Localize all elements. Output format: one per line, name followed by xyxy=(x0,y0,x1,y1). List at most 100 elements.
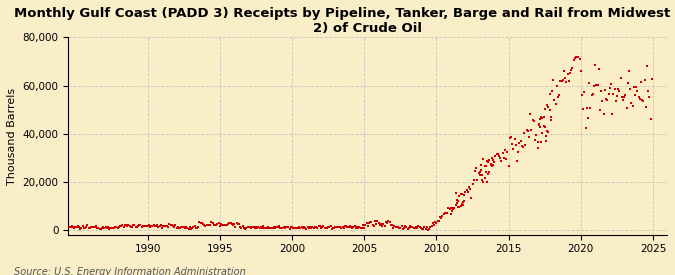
Point xyxy=(450,191,461,196)
Point xyxy=(63,225,74,230)
Point xyxy=(189,224,200,229)
Point xyxy=(269,225,279,229)
Point xyxy=(74,224,84,229)
Point xyxy=(437,214,448,218)
Point xyxy=(135,223,146,227)
Point xyxy=(608,92,619,97)
Point xyxy=(501,157,512,161)
Point xyxy=(377,224,387,228)
Point xyxy=(412,226,423,230)
Point xyxy=(389,224,400,229)
Point xyxy=(525,112,536,117)
Point xyxy=(153,225,164,229)
Point xyxy=(510,143,521,147)
Point xyxy=(242,225,253,229)
Point xyxy=(224,221,235,225)
Point xyxy=(446,206,456,210)
Point xyxy=(112,226,123,230)
Point xyxy=(522,128,533,133)
Point xyxy=(90,224,101,229)
Point xyxy=(207,221,218,225)
Point xyxy=(330,224,341,229)
Point xyxy=(559,69,570,73)
Point xyxy=(271,225,281,229)
Point xyxy=(462,190,473,194)
Point xyxy=(400,224,410,229)
Point xyxy=(604,86,615,90)
Point xyxy=(115,224,126,228)
Point xyxy=(294,225,304,230)
Point xyxy=(338,226,349,230)
Point xyxy=(248,224,259,229)
Point xyxy=(637,98,647,102)
Point xyxy=(340,224,350,228)
Point xyxy=(467,182,478,186)
Point xyxy=(609,87,620,92)
Point xyxy=(276,226,287,230)
Point xyxy=(250,224,261,229)
Point xyxy=(578,106,589,111)
Point xyxy=(398,226,408,231)
Point xyxy=(448,207,459,211)
Point xyxy=(493,154,504,158)
Point xyxy=(448,207,459,212)
Point xyxy=(442,210,453,215)
Point xyxy=(346,225,356,230)
Point xyxy=(287,225,298,230)
Point xyxy=(404,226,414,230)
Y-axis label: Thousand Barrels: Thousand Barrels xyxy=(7,87,17,185)
Point xyxy=(485,161,496,166)
Point xyxy=(270,226,281,230)
Point xyxy=(542,129,553,134)
Point xyxy=(452,200,462,205)
Point xyxy=(130,224,141,229)
Point xyxy=(447,205,458,210)
Point xyxy=(398,226,409,230)
Point xyxy=(536,140,547,145)
Point xyxy=(453,205,464,209)
Point xyxy=(301,227,312,232)
Point xyxy=(426,224,437,229)
Point xyxy=(393,224,404,229)
Point xyxy=(332,225,343,230)
Point xyxy=(273,224,284,228)
Point xyxy=(93,226,104,230)
Point xyxy=(321,226,331,230)
Point xyxy=(531,133,542,138)
Point xyxy=(464,185,475,189)
Point xyxy=(106,226,117,231)
Point xyxy=(151,224,161,229)
Point xyxy=(481,169,491,174)
Point xyxy=(76,226,87,230)
Point xyxy=(508,147,519,152)
Point xyxy=(241,226,252,230)
Point xyxy=(175,226,186,230)
Point xyxy=(473,170,484,175)
Point xyxy=(532,140,543,144)
Point xyxy=(315,226,326,230)
Point xyxy=(215,224,225,228)
Point xyxy=(184,225,195,229)
Point xyxy=(163,225,173,229)
Point xyxy=(536,115,547,119)
Point xyxy=(481,180,492,184)
Point xyxy=(173,226,184,230)
Point xyxy=(259,226,270,230)
Point xyxy=(217,223,227,227)
Point xyxy=(194,220,205,224)
Point xyxy=(210,223,221,227)
Point xyxy=(367,223,378,227)
Point xyxy=(487,164,497,169)
Point xyxy=(343,225,354,229)
Point xyxy=(176,225,187,230)
Point xyxy=(352,225,362,230)
Point xyxy=(376,222,387,226)
Point xyxy=(111,225,122,229)
Point xyxy=(190,225,201,230)
Point xyxy=(138,224,148,228)
Point xyxy=(624,69,634,73)
Point xyxy=(95,227,106,231)
Point xyxy=(507,142,518,146)
Point xyxy=(435,214,446,219)
Point xyxy=(327,226,338,230)
